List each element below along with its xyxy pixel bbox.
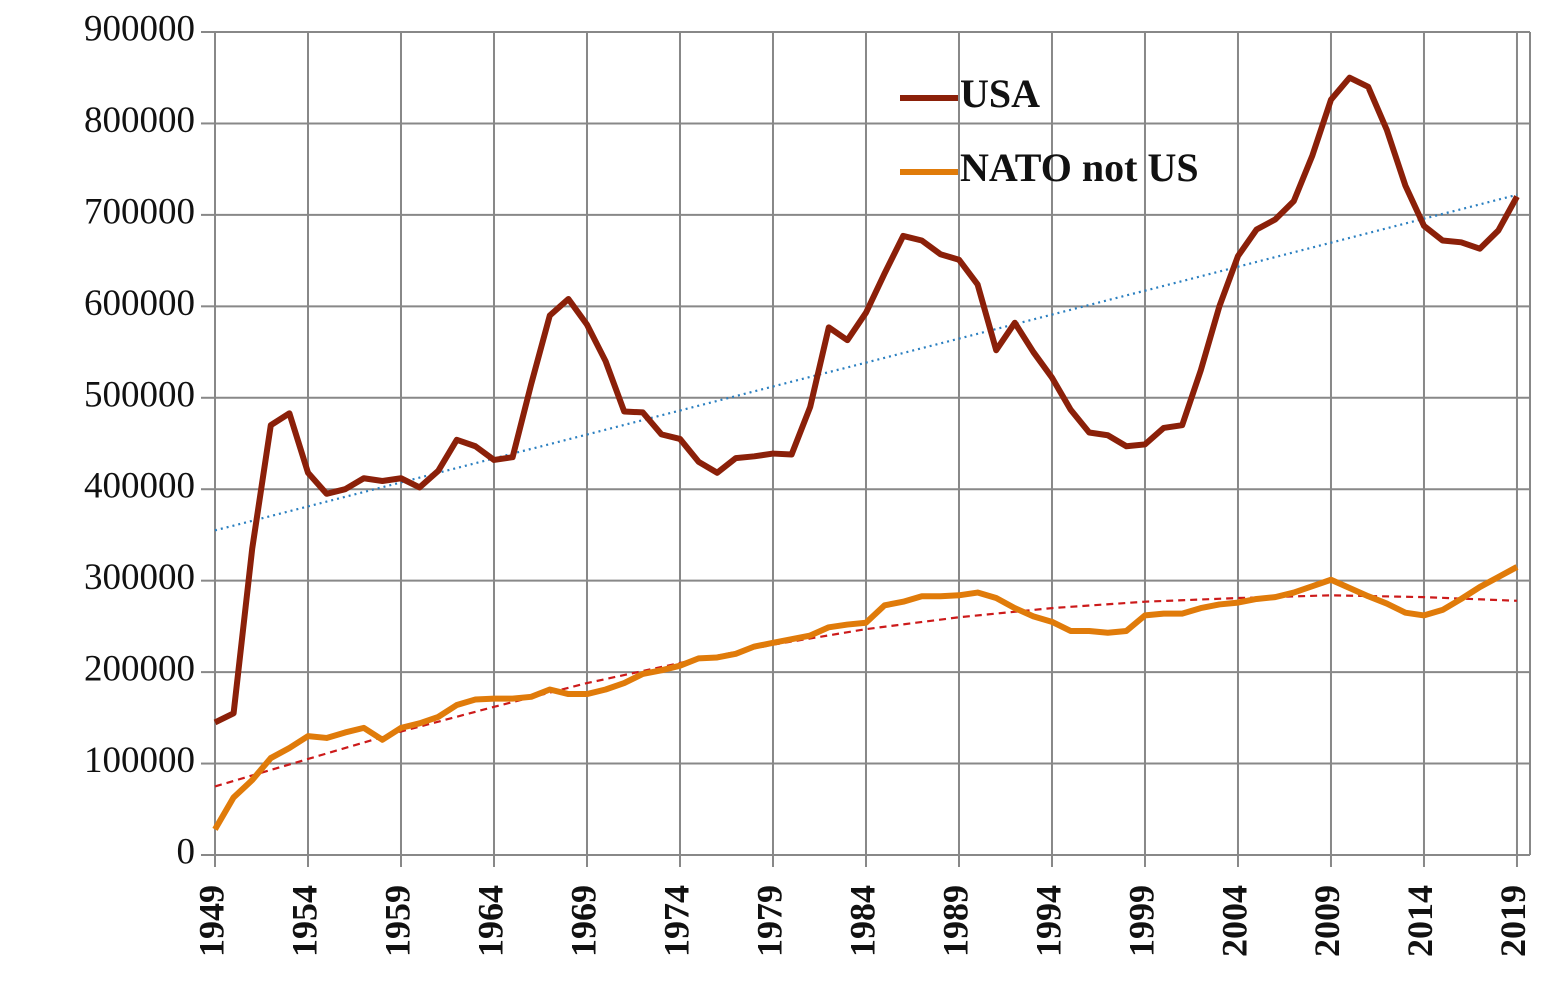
x-tick-label: 1999 — [1121, 885, 1161, 957]
x-tick-label: 2019 — [1493, 885, 1533, 957]
x-tick-label: 2014 — [1400, 885, 1440, 957]
trendline — [214, 594, 1518, 788]
y-tick-label: 600000 — [84, 283, 195, 324]
y-tick-label: 200000 — [84, 649, 195, 690]
y-tick-label: 900000 — [84, 8, 195, 49]
x-tick-label: 2009 — [1307, 885, 1347, 957]
y-tick-label: 800000 — [84, 100, 195, 141]
x-tick-label: 1984 — [842, 885, 882, 957]
x-tick-label: 1959 — [377, 885, 417, 957]
legend-label: USA — [960, 71, 1040, 116]
series-line — [212, 564, 1519, 831]
y-tick-label: 0 — [177, 831, 196, 872]
y-tick-label: 300000 — [84, 557, 195, 598]
series-line — [213, 74, 1520, 726]
legend-label: NATO not US — [960, 145, 1199, 190]
x-tick-label: 1979 — [749, 885, 789, 957]
y-tick-label: 500000 — [84, 374, 195, 415]
x-tick-label: 1949 — [191, 885, 231, 957]
x-tick-label: 1964 — [470, 885, 510, 957]
y-tick-label: 400000 — [84, 466, 195, 507]
x-tick-label: 1974 — [656, 885, 696, 957]
x-tick-label: 1989 — [935, 885, 975, 957]
x-tick-label: 1969 — [563, 885, 603, 957]
y-tick-label: 100000 — [84, 740, 195, 781]
x-tick-label: 1954 — [284, 885, 324, 957]
x-tick-label: 2004 — [1214, 885, 1254, 957]
x-tick-label: 1994 — [1028, 885, 1068, 957]
trendline — [214, 193, 1518, 532]
y-tick-label: 700000 — [84, 191, 195, 232]
